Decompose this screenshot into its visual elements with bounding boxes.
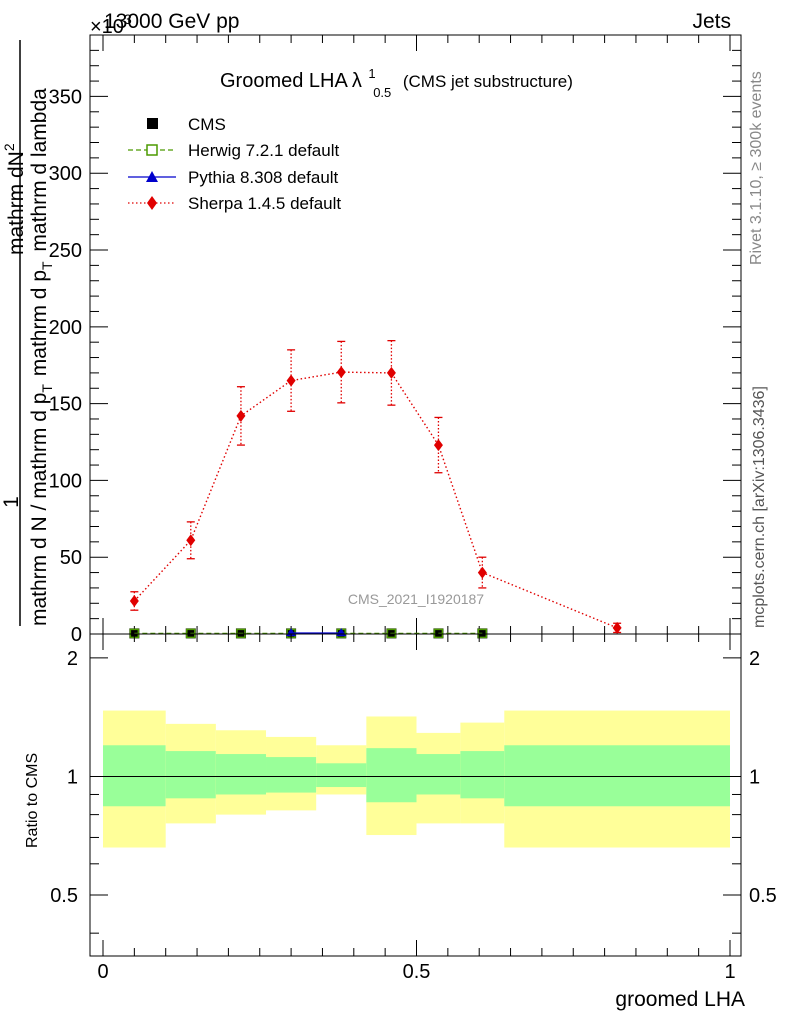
sherpa-point: [236, 409, 246, 422]
legend-marker-pythia: [146, 171, 158, 182]
ratio-frame: [89, 633, 742, 957]
sherpa-point: [286, 374, 296, 387]
ratio-band-inner: [416, 754, 461, 795]
sherpa-point: [612, 621, 622, 634]
x-tick-label: 0.5: [403, 961, 431, 983]
herwig-point: [186, 628, 196, 639]
watermark: CMS_2021_I1920187: [348, 591, 484, 607]
y-label-numerator-prefix: 1: [0, 496, 23, 508]
ratio-y-tick-label: 2: [67, 648, 78, 670]
y-tick-label: 0: [71, 624, 82, 646]
main-data: [129, 339, 622, 639]
sherpa-point: [186, 534, 196, 547]
main-y-label: 1 mathrm d N / mathrm d pT mathrm d pT m…: [0, 40, 57, 626]
x-tick-label: 1: [724, 961, 735, 983]
exponent-label: ×103: [90, 11, 132, 38]
title-sup: 1: [368, 66, 375, 81]
ratio-band-inner: [504, 745, 730, 807]
herwig-point: [386, 628, 397, 639]
x-axis-label: groomed LHA: [615, 988, 745, 1011]
y-tick-label: 100: [49, 470, 82, 492]
legend-marker-sherpa: [147, 196, 157, 210]
legend-label-pythia: Pythia 8.308 default: [188, 168, 339, 187]
sherpa-point: [129, 594, 139, 607]
ratio-y-tick-label: 0.5: [50, 885, 78, 907]
y-tick-label: 300: [49, 163, 82, 185]
x-tick-label: 0: [97, 961, 108, 983]
ratio-x-ticks: 0 0.5 1: [97, 634, 736, 983]
sherpa-point: [433, 439, 443, 452]
mcplots-label: mcplots.cern.ch [arXiv:1306.3436]: [751, 386, 768, 628]
y-tick-label: 350: [49, 86, 82, 108]
y-label-top: mathrm dN2: [1, 143, 28, 255]
ratio-band-inner: [215, 754, 267, 795]
ratio-y-tick-label-right: 0.5: [749, 885, 777, 907]
herwig-point: [433, 628, 444, 639]
legend-label-sherpa: Sherpa 1.4.5 default: [188, 194, 341, 213]
legend-marker-cms: [147, 118, 158, 129]
herwig-point: [236, 628, 246, 639]
legend-label-herwig: Herwig 7.2.1 default: [188, 141, 339, 160]
title-sub: 0.5: [373, 85, 391, 100]
process-label: Jets: [692, 10, 731, 33]
rivet-label: Rivet 3.1.10, ≥ 300k events: [748, 71, 765, 265]
ratio-band-inner: [316, 763, 367, 788]
title-note: (CMS jet substructure): [403, 72, 573, 91]
sherpa-line: [133, 371, 618, 629]
sherpa-point: [477, 566, 487, 579]
legend-marker-herwig: [146, 144, 158, 156]
ratio-band-inner: [266, 757, 317, 793]
sherpa-point: [386, 366, 396, 379]
ratio-y-ticks: 0.5 0.5 1 1 2 2: [50, 648, 777, 934]
ratio-y-label: Ratio to CMS: [24, 753, 41, 848]
collision-label: 13000 GeV pp: [104, 10, 239, 33]
ratio-band-inner: [103, 745, 166, 807]
legend-label-cms: CMS: [188, 115, 226, 134]
ratio-y-tick-label-right: 1: [749, 766, 760, 788]
y-tick-label: 250: [49, 240, 82, 262]
herwig-point: [477, 628, 488, 639]
ratio-y-tick-label-right: 2: [749, 648, 760, 670]
y-tick-label: 50: [60, 547, 82, 569]
y-label-numerator: mathrm d N / mathrm d pT mathrm d pT mat…: [28, 88, 57, 626]
legend: CMS Herwig 7.2.1 default Pythia 8.308 de…: [128, 115, 341, 213]
ratio-y-tick-label: 1: [67, 766, 78, 788]
ratio-band-inner: [165, 751, 216, 799]
ratio-bands: [103, 710, 730, 848]
ratio-band-inner: [460, 751, 505, 799]
sherpa-point: [336, 366, 346, 379]
y-tick-label: 200: [49, 317, 82, 339]
y-tick-label: 150: [49, 394, 82, 416]
exponent-power: 3: [124, 11, 132, 27]
ratio-band-inner: [366, 748, 417, 803]
chart-title: Groomed LHA λ 1 0.5 (CMS jet substructure…: [220, 61, 573, 102]
